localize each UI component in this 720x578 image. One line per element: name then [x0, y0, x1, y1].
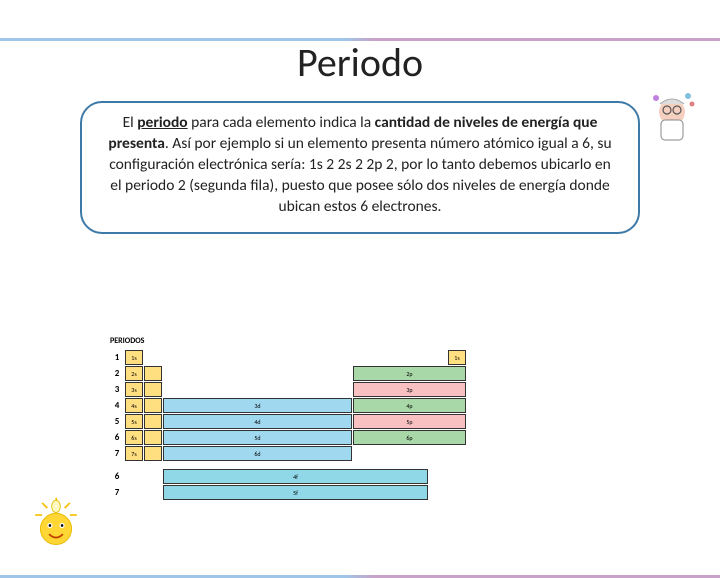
professor-icon [642, 90, 702, 148]
period-number: 2 [110, 366, 124, 381]
period-number: 7 [110, 446, 124, 461]
t-prefix: El [123, 113, 138, 132]
periodic-grid: 11s1s22s2p33s3p44s3d4p55s4d5p66s5d6p77s6… [110, 350, 530, 461]
definition-text: El periodo para cada elemento indica la … [104, 113, 616, 218]
period-number: 5 [110, 414, 124, 429]
f-block-grid: 64f75f [110, 469, 530, 500]
t-rest: . Así por ejemplo si un elemento present… [109, 134, 611, 216]
smiley-idea-icon [30, 496, 82, 548]
slide-title: Periodo [0, 38, 720, 87]
definition-box: El periodo para cada elemento indica la … [80, 101, 640, 234]
t-mid1: para cada elemento indica la [188, 113, 375, 132]
period-number: 4 [110, 398, 124, 413]
period-number: 6 [110, 430, 124, 445]
period-number: 1 [110, 350, 124, 365]
periods-heading: PERIODOS [110, 336, 530, 346]
periodic-table-diagram: PERIODOS 11s1s22s2p33s3p44s3d4p55s4d5p66… [110, 336, 530, 500]
t-term: periodo [137, 113, 187, 132]
period-number: 3 [110, 382, 124, 397]
